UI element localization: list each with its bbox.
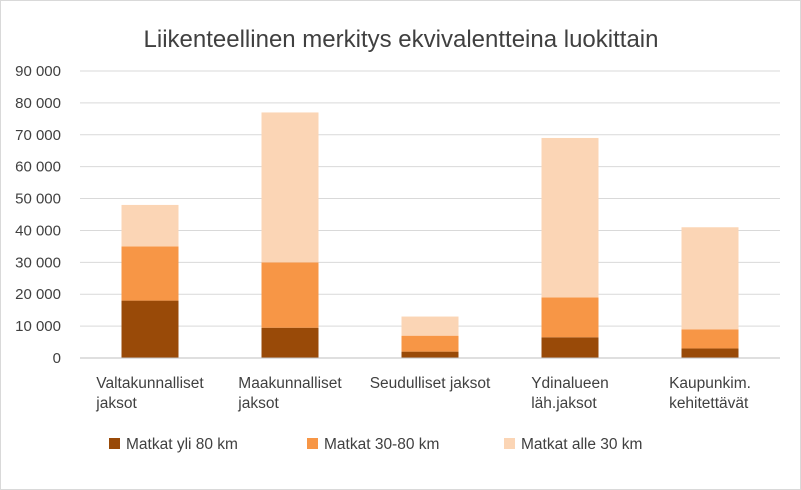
bar-segment — [121, 204, 179, 247]
x-category-label: Seudulliset jaksot — [370, 375, 491, 392]
y-tick-label: 50 000 — [15, 191, 61, 208]
x-category-label: Kaupunkim. kehitettävät — [669, 375, 751, 412]
y-tick-label: 20 000 — [15, 286, 61, 303]
bar-segment — [681, 348, 739, 358]
y-tick-label: 40 000 — [15, 222, 61, 239]
y-tick-label: 0 — [53, 350, 61, 367]
legend: Matkat yli 80 km Matkat 30-80 km Matkat al… — [109, 436, 642, 453]
x-axis-labels: Valtakunnalliset jaksot Maakunnalliset jaks… — [95, 375, 751, 412]
bar-segment — [121, 300, 179, 358]
bar-segment — [541, 337, 599, 358]
legend-label: Matkat 30-80 km — [324, 436, 439, 453]
legend-label: Matkat alle 30 km — [521, 436, 642, 453]
y-tick-label: 30 000 — [15, 254, 61, 271]
y-tick-label: 90 000 — [15, 63, 61, 80]
legend-swatch — [109, 438, 120, 449]
bars — [121, 112, 739, 358]
legend-swatch — [504, 438, 515, 449]
bar-segment — [401, 316, 459, 336]
y-tick-label: 80 000 — [15, 95, 61, 112]
bar-segment — [541, 137, 599, 298]
legend-swatch — [307, 438, 318, 449]
bar-segment — [261, 112, 319, 263]
bar-segment — [261, 327, 319, 358]
y-tick-label: 60 000 — [15, 159, 61, 176]
y-axis-ticks: 0 10 000 20 000 30 000 40 000 50 000 60 000 70 … — [15, 63, 61, 367]
bar-segment — [121, 246, 179, 301]
y-tick-label: 10 000 — [15, 318, 61, 335]
legend-label: Matkat yli 80 km — [126, 436, 238, 453]
bar-segment — [401, 335, 459, 352]
bar-segment — [681, 227, 739, 330]
bar-segment — [541, 297, 599, 338]
bar-segment — [401, 351, 459, 358]
x-category-label: Valtakunnalliset jaksot — [95, 375, 204, 412]
bar-segment — [261, 262, 319, 328]
gridlines — [80, 70, 780, 327]
bar-segment — [681, 329, 739, 349]
x-category-label: Maakunnalliset jaksot — [237, 375, 342, 412]
x-category-label: Ydinalueen läh.jaksot — [531, 375, 609, 412]
chart-title: Liikenteellinen merkitys ekvivalentteina… — [144, 26, 659, 53]
y-tick-label: 70 000 — [15, 127, 61, 144]
